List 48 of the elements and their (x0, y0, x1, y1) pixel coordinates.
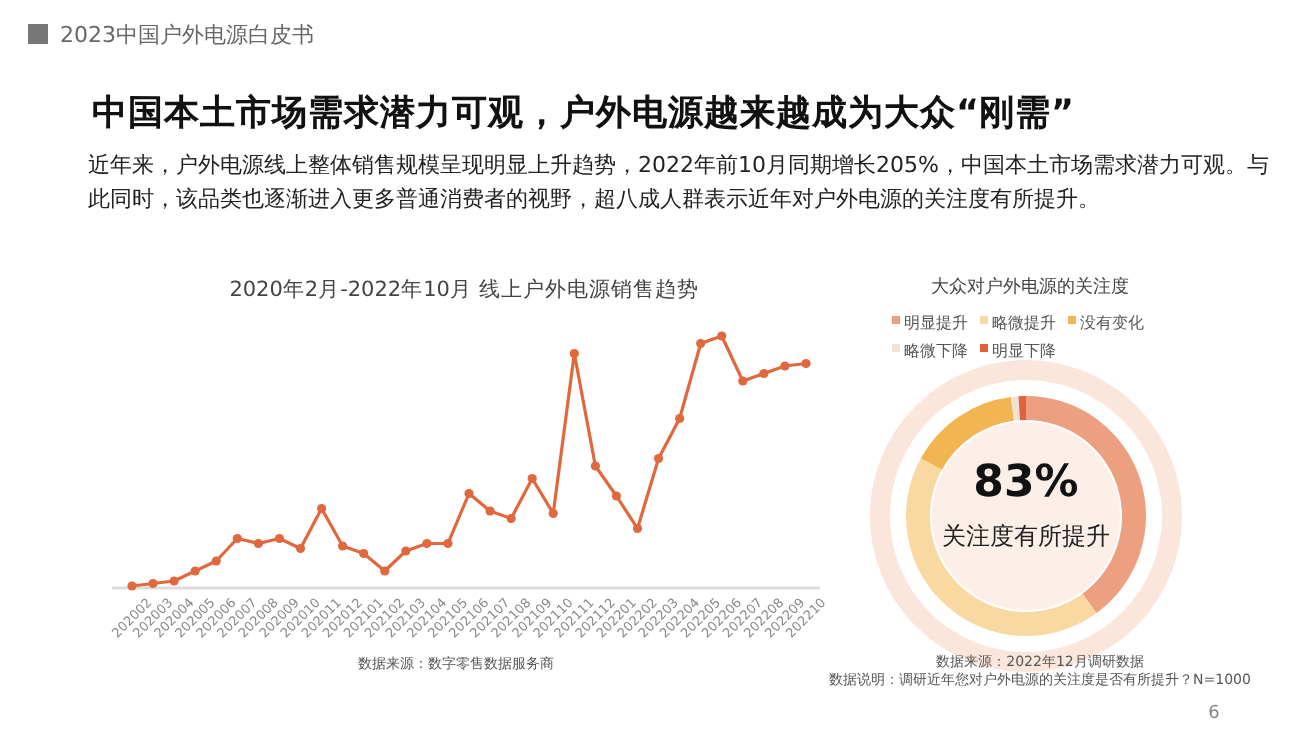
point (675, 413, 685, 424)
text: 83% (973, 458, 1079, 508)
chart-title: 2020年2月-2022年10月 线上户外电源销售趋势 (229, 276, 699, 302)
legend-label: 没有变化 (1080, 314, 1144, 332)
point (169, 576, 179, 586)
point (253, 538, 263, 549)
text: 中国本土市场需求潜力可观，户外电源越来越成为大众“刚需” (92, 92, 1075, 134)
donut-slice (1010, 396, 1020, 421)
point (148, 578, 158, 589)
point (548, 508, 558, 519)
point (506, 513, 516, 524)
point (801, 358, 811, 369)
legend-label: 略微提升 (992, 314, 1056, 332)
point (653, 453, 664, 464)
point (738, 376, 748, 386)
point (590, 461, 600, 471)
legend-label: 明显提升 (904, 314, 968, 332)
donut-slice (1018, 396, 1026, 421)
point (759, 368, 769, 379)
legend-label: 明显下降 (992, 342, 1056, 360)
point (274, 533, 285, 544)
point (211, 556, 221, 566)
point (717, 331, 727, 341)
point (127, 581, 137, 591)
text: 近年来，户外电源线上整体销售规模呈现明显上升趋势，2022年前10月同期增长205%，中国本土市场需求潜力可观。与此同时，该品类也逐渐进入更多普通消费者的视野，超八成人群表示近年对户外电源的关注度有所提升。 (88, 150, 1271, 216)
text: 6 (1208, 704, 1221, 724)
point (464, 488, 474, 499)
point (295, 543, 306, 554)
point (422, 538, 432, 549)
legend-label: 略微下降 (904, 342, 968, 360)
point (232, 533, 242, 544)
point (338, 541, 348, 551)
chart-title: 大众对户外电源的关注度 (931, 276, 1129, 298)
point (316, 503, 327, 514)
point (569, 348, 579, 359)
point (780, 361, 790, 371)
point (527, 473, 537, 484)
point (611, 491, 622, 501)
point (359, 548, 369, 559)
point (632, 523, 643, 534)
point (443, 538, 453, 549)
point (401, 546, 411, 556)
point (380, 566, 390, 576)
point (190, 566, 200, 576)
text: 2023中国户外电源白皮书 (60, 22, 314, 48)
text: 关注度有所提升 (942, 522, 1110, 550)
point (696, 338, 706, 349)
point (485, 506, 495, 516)
